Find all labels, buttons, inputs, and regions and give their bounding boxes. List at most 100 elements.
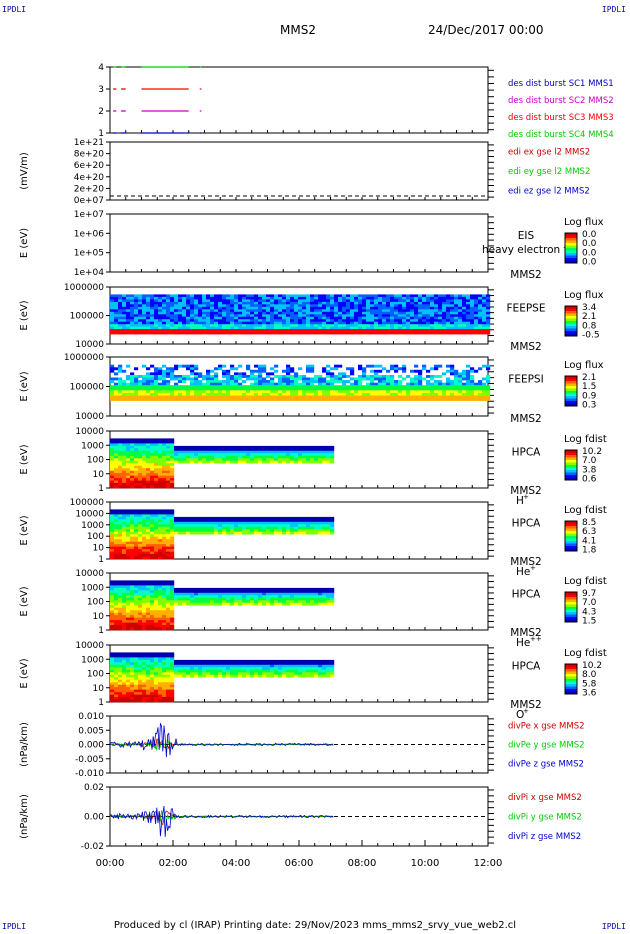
- colorbar-title-hpca_o: Log fdist: [564, 648, 607, 659]
- colorbar-feeps_e: [564, 305, 578, 337]
- colorbar-tick-hpca_h: 10.2: [582, 447, 602, 457]
- ytick-label-hpca_he: 1: [98, 555, 104, 565]
- ytick-label-hpca_he2: 1000: [81, 583, 104, 593]
- colorbar-tick-feeps_i: 2.1: [582, 373, 596, 383]
- instrument-sub-feeps_e: MMS2: [510, 341, 541, 353]
- legend-entry-divpi: divPi x gse MMS2: [508, 793, 582, 803]
- ytick-label-divpi: 0.02: [84, 783, 104, 793]
- colorbar-tick-hpca_o: 8.0: [582, 670, 597, 680]
- species-label-hpca_he2: He: [516, 637, 530, 649]
- instrument-overlap-eis: heavy electron to: [482, 244, 574, 256]
- ytick-label-hpca_h: 10: [93, 470, 105, 480]
- ytick-label-feeps_e: 1000000: [64, 283, 104, 293]
- colorbar-tick-hpca_h: 3.8: [582, 465, 597, 475]
- heatmap-hpca_o: [110, 652, 335, 703]
- ytick-label-eis: 1e+07: [74, 210, 104, 220]
- ytick-label-hpca_he2: 10000: [75, 569, 104, 579]
- ytick-label-hpca_o: 100: [87, 670, 104, 680]
- legend-entry-edi: edi ez gse l2 MMS2: [508, 186, 590, 196]
- instrument-label-feeps_e: FEEPSE: [507, 303, 546, 315]
- colorbar-tick-eis: 0.0: [582, 239, 597, 249]
- instrument-sub-feeps_i: MMS2: [510, 413, 541, 425]
- ytick-label-divpe: 0.000: [78, 741, 104, 751]
- ytick-label-hpca_he: 100000: [70, 498, 105, 508]
- ytick-label-feeps_i: 1000000: [64, 353, 104, 363]
- ytick-label-hpca_h: 1: [98, 484, 104, 494]
- heatmap-hpca_h: [110, 438, 335, 489]
- ytick-label-edi: 8e+20: [74, 150, 105, 160]
- species-label-hpca_o: O: [516, 709, 524, 721]
- species-label-hpca_h: H: [516, 495, 524, 507]
- colorbar-tick-hpca_he: 4.1: [582, 536, 596, 546]
- colorbar-tick-hpca_he: 1.8: [582, 546, 597, 556]
- species-label-hpca_he: He: [516, 566, 530, 578]
- time-tick-label: 00:00: [96, 858, 125, 869]
- colorbar-title-eis: Log flux: [564, 217, 604, 228]
- ytick-label-feeps_e: 10000: [75, 340, 104, 350]
- colorbar-tick-feeps_e: 0.8: [582, 321, 597, 331]
- ytick-label-divpe: 0.005: [78, 726, 104, 736]
- instrument-label-hpca_he2: HPCA: [512, 589, 542, 601]
- colorbar-tick-hpca_he2: 7.0: [582, 598, 597, 608]
- legend-entry-edi: edi ex gse l2 MMS2: [508, 148, 590, 158]
- ytick-label-hpca_h: 10000: [75, 427, 104, 437]
- colorbar-hpca_he2: [564, 591, 578, 623]
- ytick-label-burst: 4: [98, 63, 104, 73]
- ylabel-feeps_e: E (eV): [19, 300, 30, 330]
- ytick-label-burst: 3: [98, 85, 104, 95]
- instrument-sub-hpca_he2: MMS2: [510, 627, 541, 639]
- colorbar-tick-feeps_i: 0.3: [582, 401, 596, 411]
- corner-label-top-left: IPDLI: [2, 5, 27, 14]
- ytick-label-hpca_he: 100: [87, 532, 104, 542]
- instrument-label-eis: EIS: [518, 230, 535, 242]
- colorbar-eis: [564, 232, 578, 264]
- colorbar-tick-hpca_he: 8.5: [582, 518, 596, 528]
- instrument-label-hpca_h: HPCA: [512, 447, 542, 459]
- colorbar-hpca_he: [564, 520, 578, 552]
- legend-edi: edi ex gse l2 MMS2 edi ey gse l2 MMS2 edi …: [508, 148, 590, 197]
- ytick-label-divpi: -0.02: [81, 842, 104, 852]
- colorbar-title-feeps_i: Log flux: [564, 360, 604, 371]
- ylabel-hpca_he2: E (eV): [19, 586, 30, 616]
- ytick-label-hpca_h: 1000: [81, 441, 104, 451]
- colorbar-hpca_h: [564, 449, 578, 481]
- ytick-label-divpe: 0.010: [78, 712, 104, 722]
- ytick-label-burst: 2: [98, 107, 104, 117]
- legend-entry-edi: edi ey gse l2 MMS2: [508, 167, 590, 177]
- species-charge-hpca_he: +: [530, 564, 536, 572]
- ytick-label-edi: 0e+07: [74, 196, 104, 206]
- heatmap-feeps_i: [110, 364, 491, 401]
- legend-entry-burst: des dist burst SC4 MMS4: [508, 130, 614, 140]
- ytick-label-edi: 1e+21: [74, 138, 104, 148]
- species-charge-hpca_he2: ++: [530, 635, 542, 643]
- species-charge-hpca_o: +: [523, 707, 529, 715]
- ytick-label-hpca_o: 10000: [75, 641, 104, 651]
- ylabel-hpca_o: E (eV): [19, 658, 30, 688]
- ylabel-hpca_he: E (eV): [19, 515, 30, 545]
- legend-entry-burst: des dist burst SC1 MMS1: [508, 79, 614, 89]
- ytick-label-hpca_he2: 10: [93, 612, 105, 622]
- series-divpi-2: [109, 805, 334, 837]
- time-tick-label: 04:00: [222, 858, 251, 869]
- colorbar-tick-hpca_he2: 1.5: [582, 617, 596, 627]
- colorbar-tick-hpca_h: 0.6: [582, 475, 597, 485]
- colorbar-title-hpca_he2: Log fdist: [564, 576, 607, 587]
- instrument-sub-hpca_h: MMS2: [510, 485, 541, 497]
- colorbar-tick-feeps_i: 1.5: [582, 382, 596, 392]
- ytick-label-burst: 1: [98, 129, 104, 139]
- legend-entry-divpe: divPe y gse MMS2: [508, 741, 585, 751]
- ytick-label-divpe: -0.010: [75, 769, 104, 779]
- instrument-sub-eis: MMS2: [510, 269, 541, 281]
- ylabel-feeps_i: E (eV): [19, 371, 30, 401]
- colorbar-tick-eis: 0.0: [582, 258, 597, 268]
- ytick-label-divpi: 0.00: [84, 813, 104, 823]
- instrument-sub-hpca_o: MMS2: [510, 699, 541, 711]
- panel-frame-eis: [109, 213, 489, 273]
- instrument-label-hpca_he: HPCA: [512, 518, 542, 530]
- time-tick-label: 12:00: [474, 858, 503, 869]
- instrument-label-feeps_i: FEEPSI: [508, 374, 543, 386]
- heatmap-hpca_he: [110, 509, 335, 560]
- colorbar-feeps_i: [564, 375, 578, 407]
- time-tick-label: 06:00: [285, 858, 314, 869]
